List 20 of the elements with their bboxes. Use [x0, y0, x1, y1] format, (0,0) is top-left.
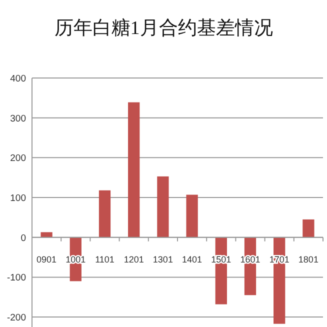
y-tick-label: 200 — [10, 153, 26, 164]
x-tick-label: 1301 — [152, 254, 173, 264]
y-tick-label: 400 — [10, 74, 26, 84]
bar — [40, 232, 52, 238]
chart-title: 历年白糖1月合约基差情况 — [54, 18, 273, 39]
bar — [157, 176, 169, 238]
x-tick-label: 1201 — [124, 254, 144, 264]
bar — [98, 190, 111, 238]
y-tick-label: 100 — [10, 193, 26, 204]
y-tick-label: 300 — [10, 113, 26, 124]
x-tick-label: 1801 — [298, 254, 318, 264]
x-tick-label: 1101 — [95, 254, 114, 264]
y-tick-label: -100 — [6, 272, 26, 284]
bar — [128, 102, 140, 238]
bar — [302, 219, 314, 238]
bar — [186, 194, 198, 238]
x-tick-label: 1401 — [182, 254, 202, 264]
y-tick-label: 0 — [20, 232, 26, 244]
y-tick-label: -200 — [6, 312, 26, 324]
x-tick-label: 0901 — [36, 254, 57, 264]
